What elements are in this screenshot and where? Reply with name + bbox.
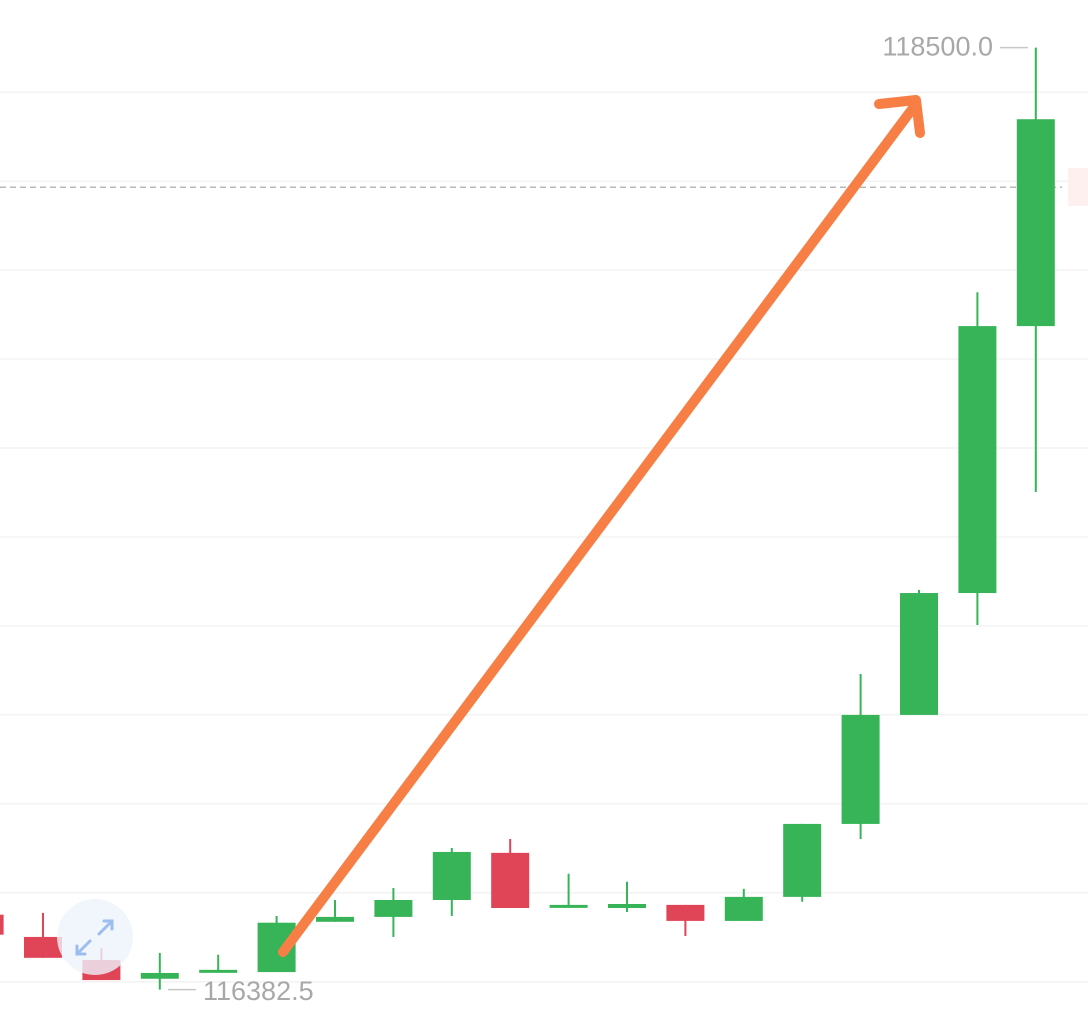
candle-body (1016, 119, 1055, 327)
candle-body (666, 904, 705, 921)
candle-body (432, 851, 471, 900)
high-label: 118500.0 (882, 32, 993, 62)
candle-body (316, 916, 354, 922)
candle-body (374, 899, 413, 917)
candle-body (958, 326, 997, 594)
candle-body (140, 972, 179, 979)
candle-body (199, 969, 238, 973)
candle-body (841, 714, 880, 824)
candle-body (783, 823, 822, 897)
arrow-shaft (278, 99, 921, 957)
candle-body (608, 904, 646, 909)
arrow-head (874, 95, 925, 138)
expand-bg (57, 899, 133, 975)
candle-body (724, 896, 763, 921)
arrow-annotation (278, 95, 925, 957)
candle-body (491, 852, 530, 909)
expand-button[interactable] (57, 899, 133, 975)
candles (0, 47, 1055, 990)
candle-body (0, 914, 4, 935)
price-tag (1068, 168, 1088, 206)
candle-body (549, 904, 588, 908)
low-label: 116382.5 (203, 976, 314, 1006)
expand-icon (75, 919, 114, 956)
grid (0, 91, 1088, 983)
candle-body (900, 593, 938, 715)
candle-body (24, 936, 62, 958)
